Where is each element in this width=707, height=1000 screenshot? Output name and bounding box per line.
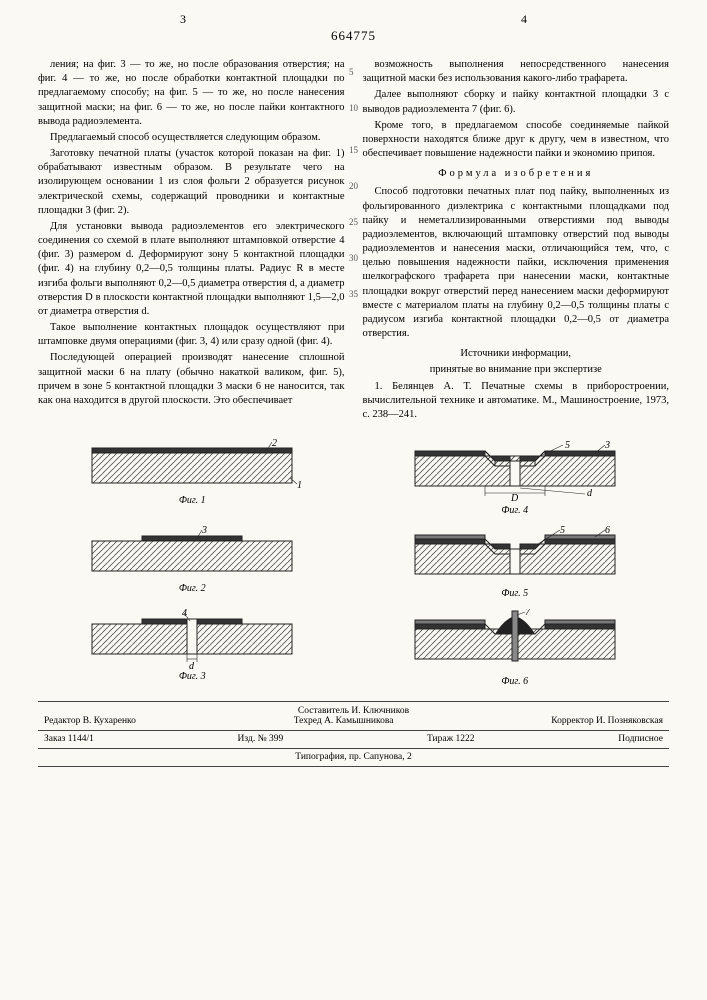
line-num: 20	[349, 181, 358, 191]
fig-label: 6	[605, 526, 610, 536]
line-num: 30	[349, 253, 358, 263]
paragraph: Далее выполняют сборку и пайку контактно…	[363, 88, 670, 116]
line-num: 5	[349, 67, 358, 77]
formula-title: Формула изобретения	[363, 167, 670, 181]
figure-3: 4 d Фиг. 3	[46, 609, 339, 687]
sources-sub: принятые во внимание при экспертизе	[363, 363, 670, 377]
paragraph: ления; на фиг. 3 — то же, но после образ…	[38, 58, 345, 129]
fig-label: 5	[560, 526, 565, 536]
fig-label: D	[510, 493, 519, 503]
footer-order: Заказ 1144/1	[44, 734, 94, 744]
footer-typography: Типография, пр. Сапунова, 2	[38, 748, 669, 767]
paragraph: Последующей операцией производят нанесен…	[38, 351, 345, 408]
footer-editor: Редактор В. Кухаренко	[44, 716, 136, 726]
figures-block: 2 1 Фиг. 1	[38, 438, 669, 687]
sources-title: Источники информации,	[363, 347, 670, 361]
figure-caption: Фиг. 4	[501, 505, 528, 516]
document-number: 664775	[38, 28, 669, 44]
footer-tirazh: Тираж 1222	[427, 734, 475, 744]
fig-label: 3	[201, 526, 207, 536]
paragraph: Такое выполнение контактных площадок осу…	[38, 321, 345, 349]
fig-label: 3	[604, 440, 610, 451]
figure-5: 6 5 Фиг. 5	[369, 526, 662, 599]
paragraph: 1. Белянцев А. Т. Печатные схемы в прибо…	[363, 380, 670, 423]
footer-corrector: Корректор И. Позняковская	[551, 716, 663, 726]
figure-caption: Фиг. 3	[179, 671, 206, 682]
fig-label: 1	[297, 480, 302, 491]
figure-caption: Фиг. 5	[501, 588, 528, 599]
patent-page: 3 4 664775 5 10 15 20 25 30 35 ления; на…	[0, 0, 707, 1000]
footer: Составитель И. Ключников Редактор В. Кух…	[38, 701, 669, 767]
line-num: 35	[349, 289, 358, 299]
left-column: ления; на фиг. 3 — то же, но после образ…	[38, 58, 345, 424]
paragraph: Для установки вывода радиоэлементов его …	[38, 220, 345, 319]
figure-caption: Фиг. 1	[179, 495, 206, 506]
fig-label: 5	[565, 440, 570, 451]
paragraph: Кроме того, в предлагаемом способе соеди…	[363, 119, 670, 162]
footer-tech: Техред А. Камышникова	[294, 716, 394, 726]
page-num-left: 3	[180, 12, 186, 27]
line-num: 15	[349, 145, 358, 155]
figure-1: 2 1 Фиг. 1	[46, 438, 339, 516]
figure-caption: Фиг. 6	[501, 676, 528, 687]
footer-print-info: Заказ 1144/1 Изд. № 399 Тираж 1222 Подпи…	[38, 730, 669, 744]
figure-caption: Фиг. 2	[179, 583, 206, 594]
figure-4: 5 3 D d Фиг. 4	[369, 438, 662, 516]
footer-izd: Изд. № 399	[238, 734, 284, 744]
paragraph: возможность выполнения непосредственного…	[363, 58, 670, 86]
footer-composer: Составитель И. Ключников	[38, 706, 669, 716]
figure-6: 7 Фиг. 6	[369, 609, 662, 687]
paragraph: Заготовку печатной платы (участок которо…	[38, 147, 345, 218]
fig-label: d	[587, 488, 593, 499]
line-numbers: 5 10 15 20 25 30 35	[349, 60, 358, 299]
paragraph: Предлагаемый способ осуществляется следу…	[38, 131, 345, 145]
fig-label: d	[189, 661, 195, 669]
right-column: возможность выполнения непосредственного…	[363, 58, 670, 424]
figure-2: 3 Фиг. 2	[46, 526, 339, 599]
footer-sub: Подписное	[618, 734, 663, 744]
line-num: 25	[349, 217, 358, 227]
line-num: 10	[349, 103, 358, 113]
footer-credits: Редактор В. Кухаренко Техред А. Камышник…	[38, 716, 669, 726]
fig-label: 2	[272, 438, 277, 449]
paragraph: Способ подготовки печатных плат под пайк…	[363, 185, 670, 341]
fig-label: 7	[525, 609, 531, 618]
page-num-right: 4	[521, 12, 527, 27]
